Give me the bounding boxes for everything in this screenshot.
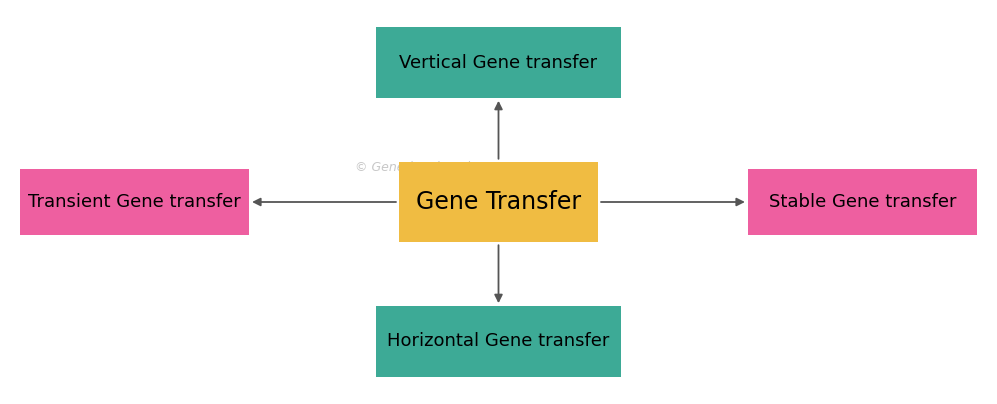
Text: Vertical Gene transfer: Vertical Gene transfer — [400, 54, 597, 72]
Bar — [377, 27, 620, 98]
Text: Horizontal Gene transfer: Horizontal Gene transfer — [387, 332, 610, 350]
Bar — [20, 169, 249, 235]
Bar — [377, 306, 620, 377]
Bar — [748, 169, 977, 235]
Text: Gene Transfer: Gene Transfer — [416, 190, 581, 214]
Text: Transient Gene transfer: Transient Gene transfer — [28, 193, 241, 211]
Text: © Genetic Education Inc.: © Genetic Education Inc. — [355, 161, 512, 174]
Bar — [399, 162, 598, 242]
Text: Stable Gene transfer: Stable Gene transfer — [769, 193, 956, 211]
